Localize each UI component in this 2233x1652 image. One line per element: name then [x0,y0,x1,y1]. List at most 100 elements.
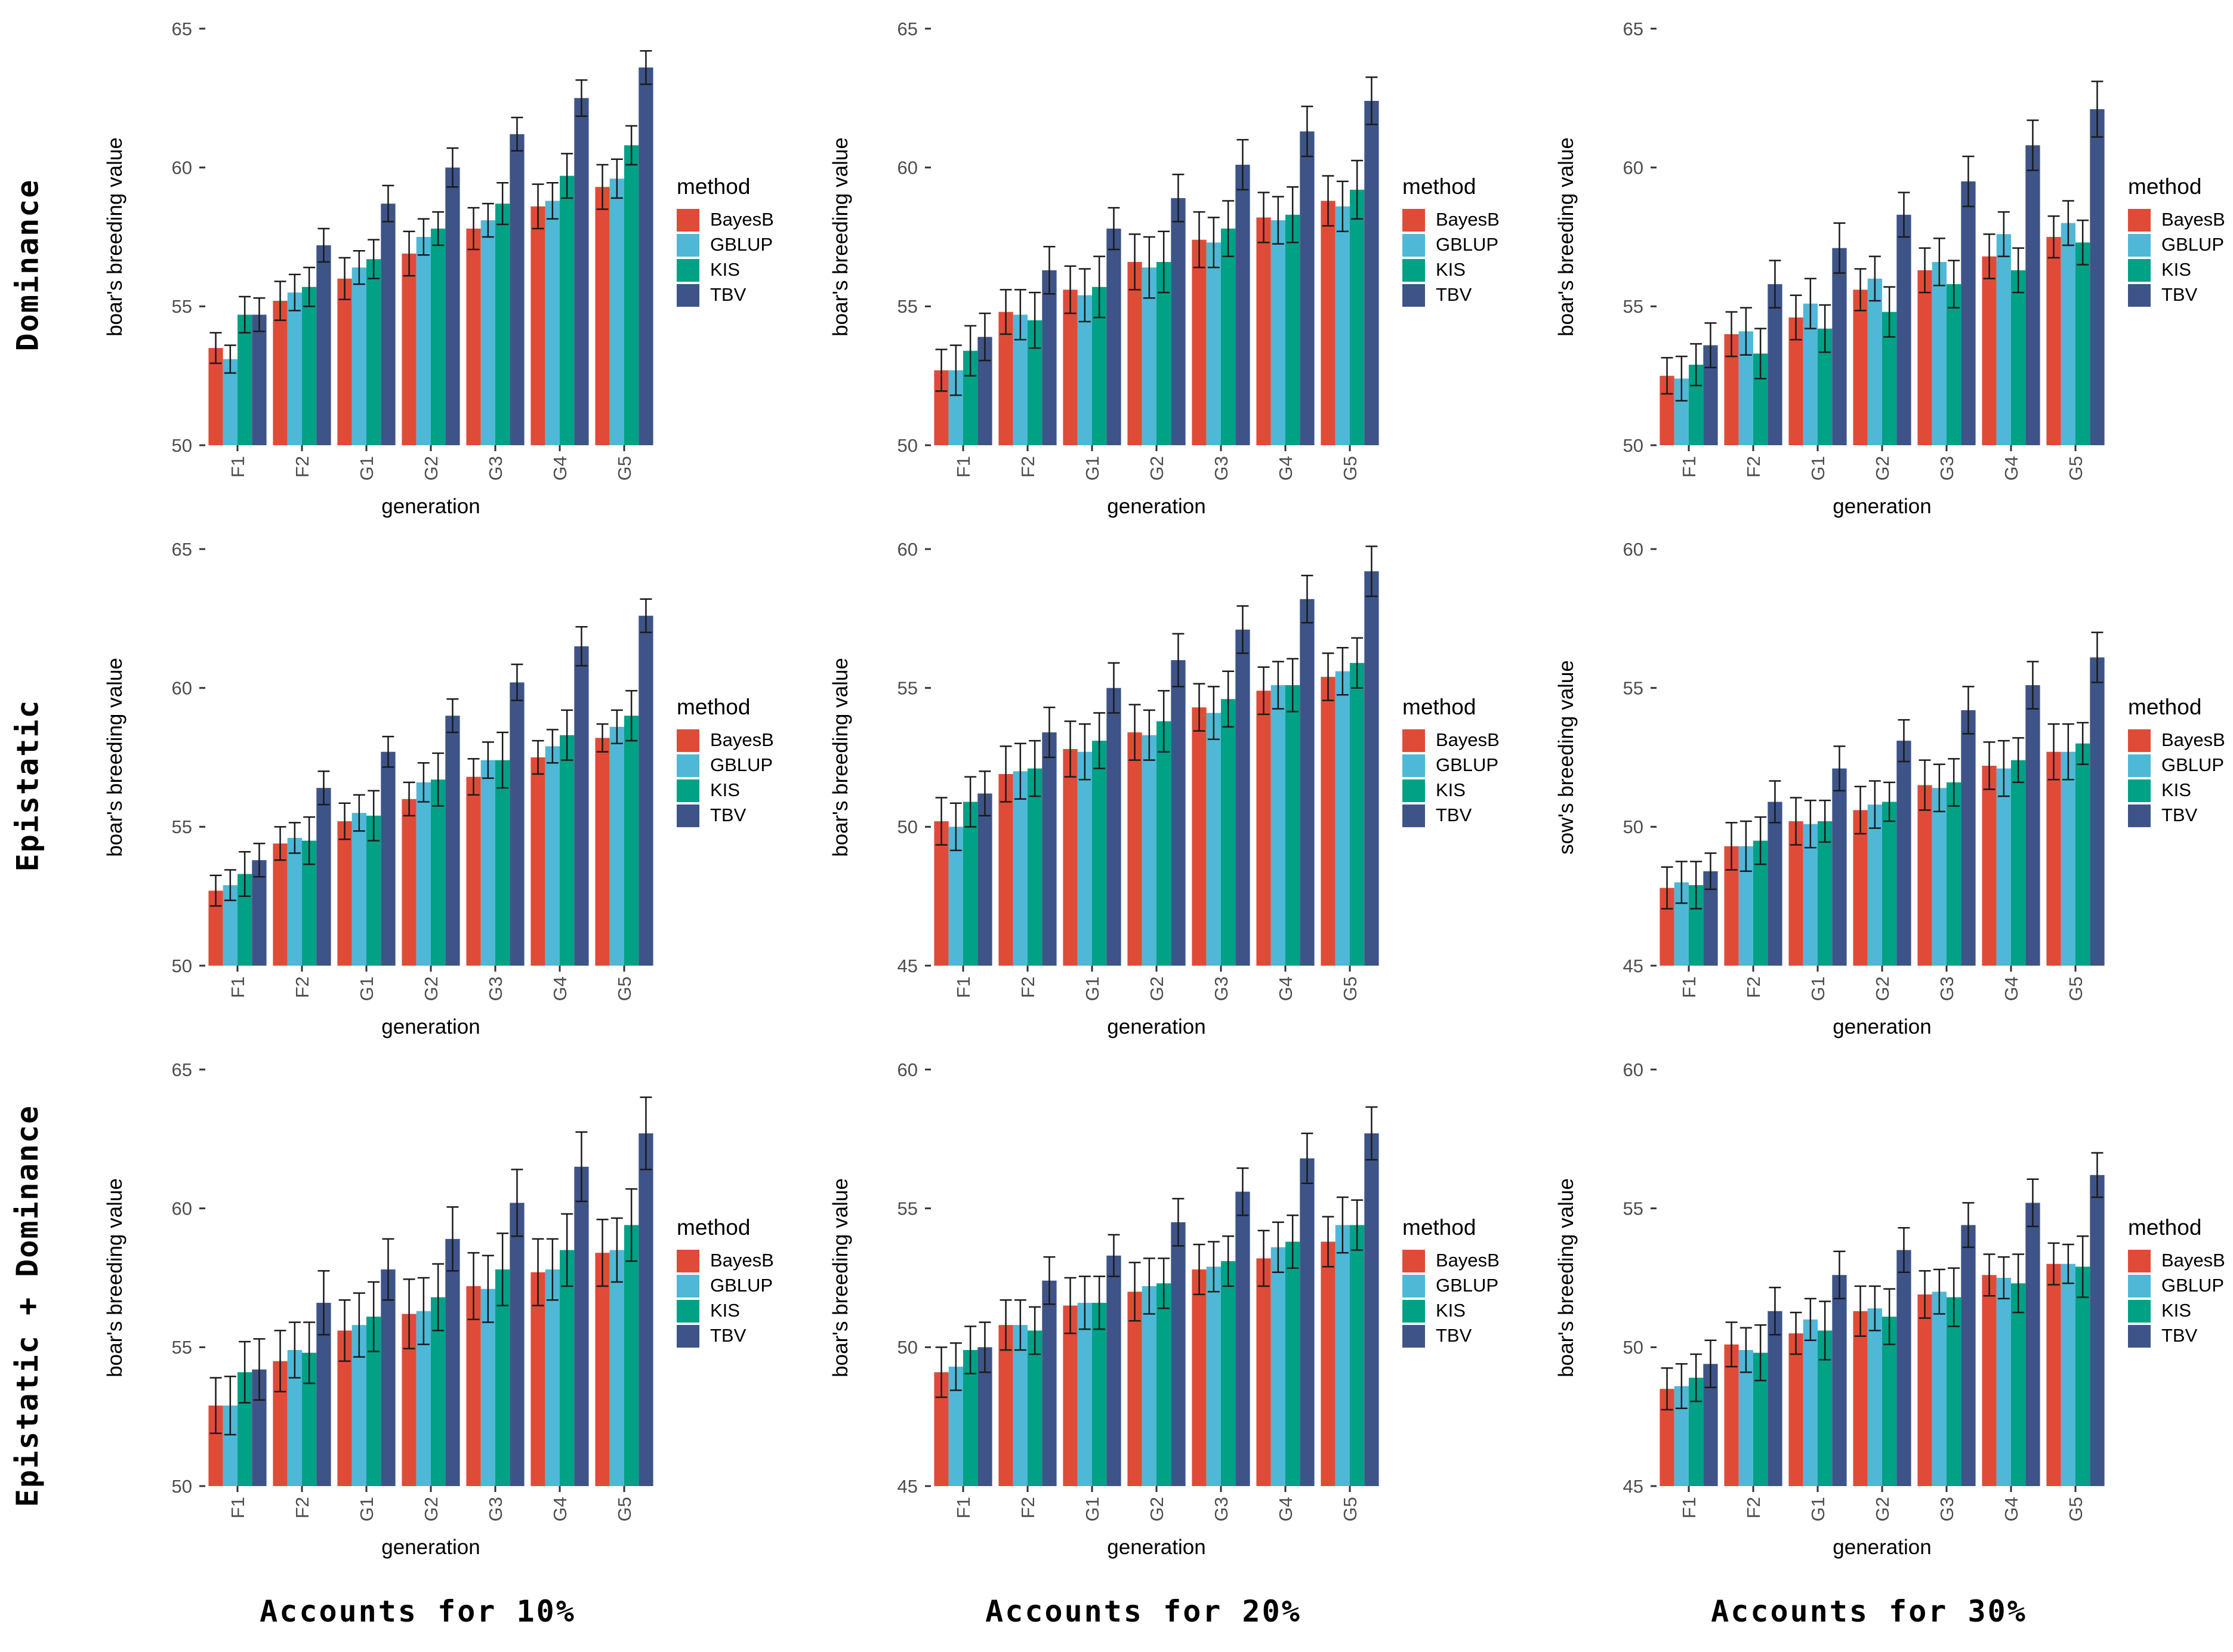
error-bar-BayesB-F2 [1725,822,1738,871]
bar-TBV-G2 [1171,660,1186,966]
error-bar-GBLUP-G2 [417,762,430,803]
bar-TBV-G2 [1896,214,1911,445]
error-bar-BayesB-G3 [467,758,480,796]
x-tick-label: G2 [1146,1497,1167,1521]
legend-swatch-KIS [677,779,699,802]
bar-TBV-F2 [1042,270,1057,445]
bar-KIS-F2 [1028,768,1043,966]
bar-BayesB-G5 [1321,201,1336,445]
error-bar-TBV-G5 [1365,76,1378,125]
error-bar-BayesB-G5 [2047,1242,2060,1286]
bar-KIS-G5 [2075,242,2090,445]
error-bar-TBV-G5 [640,1096,652,1170]
bar-KIS-G4 [1285,1241,1300,1486]
error-bar-GBLUP-G1 [1804,799,1816,849]
legend-title: method [1402,174,1476,199]
bar-BayesB-G3 [466,229,481,445]
error-bar-TBV-F1 [1704,322,1717,368]
error-bar-KIS-F2 [1754,1324,1767,1382]
error-bar-TBV-G3 [511,663,523,701]
error-bar-BayesB-G1 [1790,1311,1802,1355]
bar-chart-epistatic-accounts-for-30-: sow's breeding value 45 50 55 60 F1 F2 G1 G2 G3 G4… [1506,525,2232,1046]
error-bar-KIS-G5 [1351,159,1364,220]
column-caption-20: Accounts for 20% [985,1594,1301,1629]
error-bar-KIS-F2 [303,1321,316,1385]
error-bar-TBV-G4 [575,626,588,667]
bar-KIS-G4 [560,735,575,966]
error-bar-KIS-G3 [496,182,509,226]
bar-GBLUP-G5 [609,1250,624,1486]
error-bar-BayesB-G4 [1257,1229,1270,1287]
error-bar-TBV-F2 [1043,246,1056,295]
error-bar-GBLUP-G2 [1868,1285,1881,1332]
error-bar-KIS-G1 [1819,1300,1831,1361]
bar-TBV-F1 [252,860,267,966]
error-bar-KIS-G3 [496,731,509,789]
legend-swatch-TBV [2128,805,2151,827]
x-tick-label: F1 [227,456,248,477]
bar-TBV-G3 [1961,1225,1976,1486]
error-bar-KIS-G4 [2012,737,2025,784]
error-bar-KIS-G4 [2012,247,2025,294]
error-bar-GBLUP-F1 [949,802,962,852]
legend-label-GBLUP: GBLUP [710,1275,773,1296]
bar-chart-epistatic-dominance-accounts-for-10-: boar's breeding value 50 55 60 65 F1 F2 G1 G2 G3 G… [55,1046,781,1566]
error-bar-GBLUP-F2 [1739,307,1752,356]
bar-GBLUP-G3 [1206,1266,1221,1486]
bar-TBV-G1 [1832,1275,1847,1486]
x-tick-label: G1 [1082,1497,1103,1521]
error-bar-BayesB-G4 [1257,192,1270,244]
x-tick-label: F2 [292,976,313,998]
y-tick-label: 45 [897,1476,918,1497]
bar-TBV-G1 [381,204,396,445]
error-bar-TBV-G4 [1301,574,1313,624]
error-bar-BayesB-G1 [1064,1277,1077,1334]
bar-BayesB-F1 [208,348,223,445]
x-tick-label: G3 [1211,1497,1232,1521]
legend-label-BayesB: BayesB [1436,1250,1500,1271]
error-bar-BayesB-G1 [1790,797,1802,846]
error-bar-GBLUP-F1 [224,1375,236,1436]
legend-swatch-KIS [1402,259,1425,282]
error-bar-KIS-G3 [1222,670,1235,728]
legend-swatch-KIS [2128,259,2151,282]
bar-TBV-G1 [1106,688,1121,966]
bar-GBLUP-G5 [609,726,624,966]
panel-epistatic-10: boar's breeding value 50 55 60 65 F1 F2 G1 G2 G3 G… [55,525,781,1046]
legend-label-BayesB: BayesB [710,1250,774,1271]
x-tick-label: F2 [1017,976,1038,998]
bar-TBV-G4 [1300,131,1315,445]
x-axis-title: generation [1833,495,1931,518]
bar-BayesB-F2 [273,301,288,445]
bar-TBV-F2 [1768,284,1782,445]
legend-swatch-KIS [1402,1300,1425,1323]
error-bar-BayesB-F2 [274,1330,286,1393]
legend-label-KIS: KIS [1436,1300,1466,1321]
error-bar-GBLUP-G3 [1207,686,1220,741]
row-label-epistatic: Epistatic [10,699,45,872]
bar-BayesB-G3 [466,776,481,966]
legend-swatch-BayesB [677,729,699,752]
x-axis-title: generation [381,1015,480,1038]
error-bar-BayesB-G1 [338,257,351,300]
bar-KIS-F1 [963,802,978,966]
y-tick-label: 50 [897,816,918,837]
error-bar-GBLUP-G4 [546,1238,559,1301]
bar-TBV-G2 [445,1238,460,1486]
y-tick-label: 55 [1623,678,1643,699]
error-bar-KIS-G5 [1351,1199,1364,1251]
x-tick-label: G1 [1808,1497,1828,1521]
y-tick-label: 45 [1623,1476,1643,1497]
y-axis-title: boar's breeding value [103,1178,127,1377]
bar-chart-dominance-accounts-for-30-: boar's breeding value 50 55 60 65 F1 F2 G1 G2 G3 G… [1506,5,2232,525]
error-bar-GBLUP-G3 [1207,217,1220,269]
bar-TBV-F2 [1768,1311,1782,1486]
error-bar-BayesB-F2 [274,826,286,861]
bar-BayesB-G4 [1982,256,1997,445]
panel-background [1506,5,2232,525]
error-bar-TBV-G5 [640,50,652,85]
error-bar-KIS-F1 [239,850,251,897]
legend-label-BayesB: BayesB [1436,209,1500,230]
bar-BayesB-G2 [402,799,417,966]
bar-KIS-G1 [1092,1302,1107,1486]
